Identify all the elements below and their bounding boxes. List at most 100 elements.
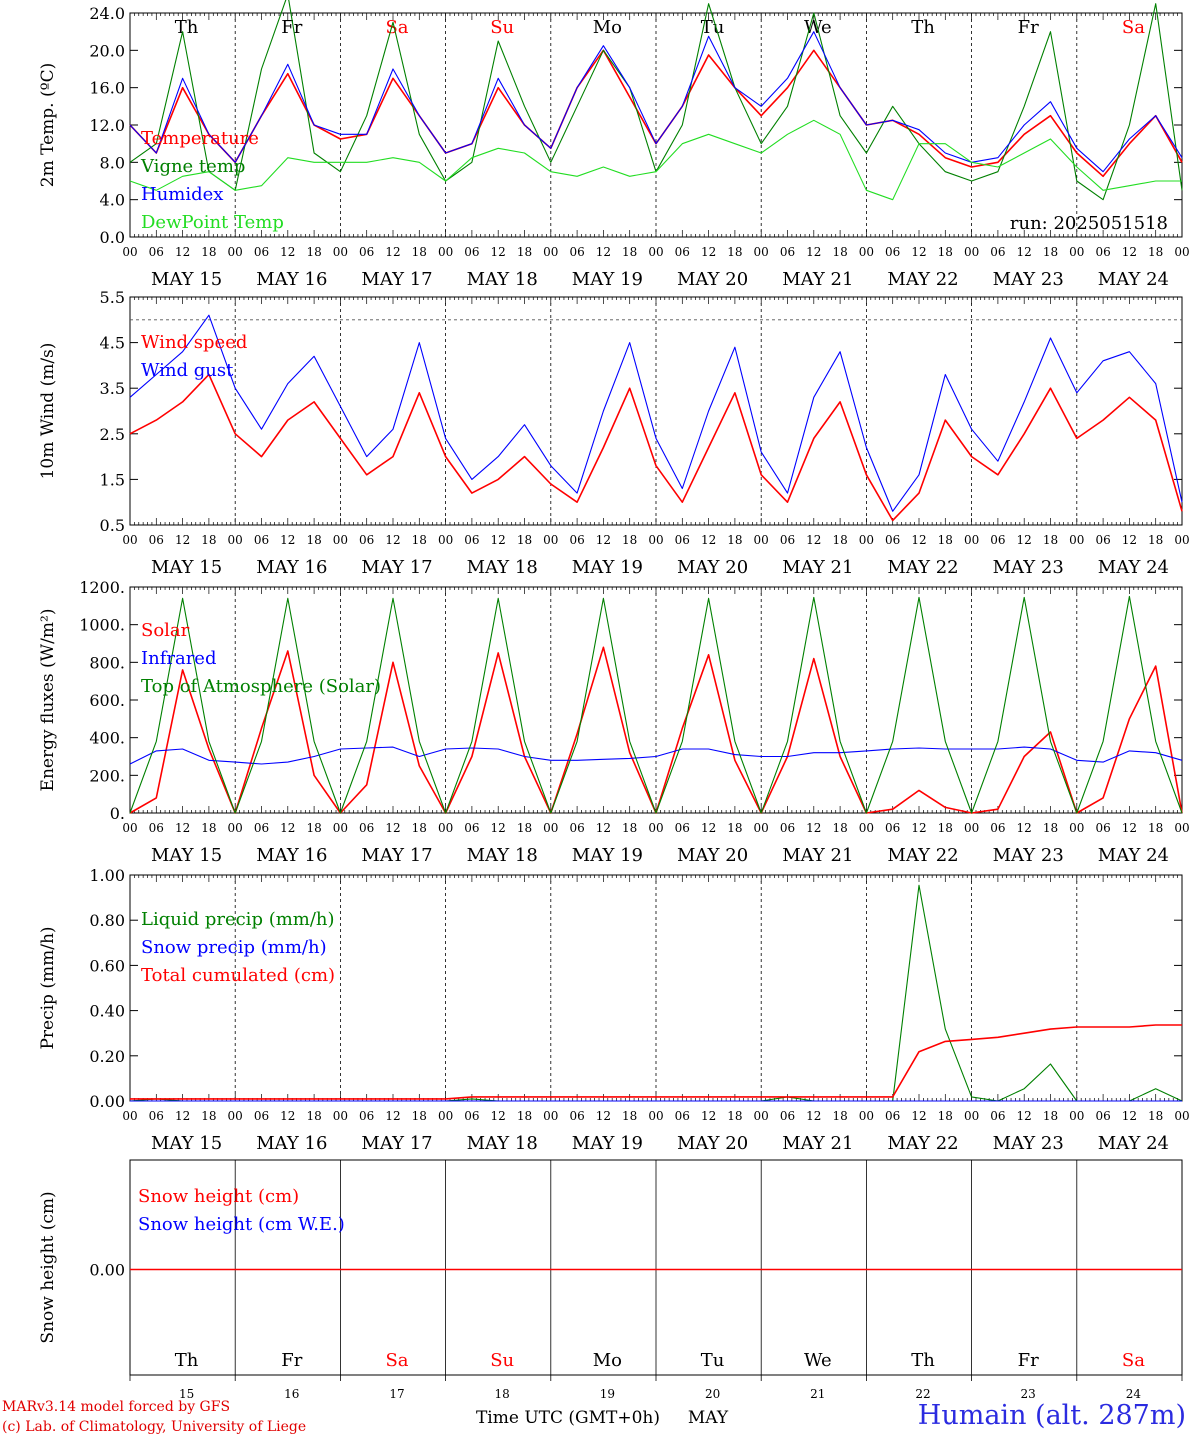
hour-label: 12 xyxy=(1122,245,1137,259)
hour-label: 00 xyxy=(122,1109,137,1123)
date-label: MAY 21 xyxy=(782,845,853,866)
hour-label: 12 xyxy=(1017,533,1032,547)
hour-label: 06 xyxy=(359,533,374,547)
date-label: MAY 20 xyxy=(677,269,748,290)
day-name-label: Sa xyxy=(1122,1350,1145,1371)
hour-label: 18 xyxy=(938,245,953,259)
hour-label: 00 xyxy=(964,1109,979,1123)
hour-label: 12 xyxy=(701,821,716,835)
hour-label: 18 xyxy=(517,245,532,259)
series-line-temperature-3 xyxy=(129,119,1182,201)
y-tick-label: 5.5 xyxy=(100,288,125,307)
lab-credit: (c) Lab. of Climatology, University of L… xyxy=(2,1419,307,1435)
y-tick-label: 0. xyxy=(110,804,125,823)
hour-label: 00 xyxy=(859,245,874,259)
hour-label: 00 xyxy=(333,245,348,259)
day-name-label: We xyxy=(804,1350,832,1371)
y-tick-label: 1200. xyxy=(79,578,125,597)
hour-label: 18 xyxy=(517,1109,532,1123)
date-label: MAY 23 xyxy=(993,1133,1064,1154)
y-axis-label: Snow height (cm) xyxy=(38,1191,58,1343)
day-name-label: Su xyxy=(490,17,514,38)
hour-label: 00 xyxy=(964,821,979,835)
station-label: Humain (alt. 287m) xyxy=(917,1400,1186,1431)
hour-label: 12 xyxy=(806,1109,821,1123)
day-number-label: 22 xyxy=(915,1387,930,1401)
hour-label: 00 xyxy=(543,821,558,835)
hour-label: 12 xyxy=(701,533,716,547)
hour-label: 00 xyxy=(333,821,348,835)
hour-label: 06 xyxy=(569,1109,584,1123)
hour-label: 18 xyxy=(938,821,953,835)
hour-label: 00 xyxy=(543,245,558,259)
hour-label: 12 xyxy=(911,245,926,259)
y-tick-label: 1.00 xyxy=(89,866,125,885)
y-tick-label: 400. xyxy=(89,729,125,748)
hour-label: 06 xyxy=(780,1109,795,1123)
hour-label: 12 xyxy=(806,245,821,259)
date-label: MAY 18 xyxy=(467,1133,538,1154)
date-label: MAY 24 xyxy=(1098,1133,1169,1154)
date-label: MAY 19 xyxy=(572,1133,643,1154)
hour-label: 12 xyxy=(385,245,400,259)
hour-label: 12 xyxy=(175,245,190,259)
legend-entry: Total cumulated (cm) xyxy=(141,965,335,986)
hour-label: 18 xyxy=(622,1109,637,1123)
legend-entry: Wind speed xyxy=(141,332,247,353)
hour-label: 06 xyxy=(149,821,164,835)
y-axis-label: 2m Temp. (ºC) xyxy=(38,63,58,188)
hour-label: 18 xyxy=(622,533,637,547)
date-label: MAY 18 xyxy=(467,845,538,866)
hour-label: 06 xyxy=(675,821,690,835)
day-number-label: 18 xyxy=(495,1387,510,1401)
hour-label: 00 xyxy=(333,1109,348,1123)
hour-label: 18 xyxy=(517,821,532,835)
hour-label: 18 xyxy=(306,1109,321,1123)
date-label: MAY 15 xyxy=(151,269,222,290)
hour-label: 18 xyxy=(938,533,953,547)
day-name-label: Th xyxy=(175,17,199,38)
hour-label: 00 xyxy=(228,821,243,835)
hour-label: 06 xyxy=(464,533,479,547)
hour-label: 00 xyxy=(859,1109,874,1123)
hour-label: 00 xyxy=(754,533,769,547)
hour-label: 00 xyxy=(228,245,243,259)
y-tick-label: 12.0 xyxy=(89,116,125,135)
hour-label: 12 xyxy=(491,533,506,547)
time-axis-title: Time UTC (GMT+0h) xyxy=(476,1408,660,1428)
hour-label: 00 xyxy=(438,245,453,259)
hour-label: 12 xyxy=(1017,245,1032,259)
hour-label: 00 xyxy=(754,1109,769,1123)
y-tick-label: 200. xyxy=(89,766,125,785)
y-tick-label: 2.5 xyxy=(100,425,125,444)
hour-label: 00 xyxy=(648,533,663,547)
day-number-label: 17 xyxy=(389,1387,404,1401)
date-label: MAY 23 xyxy=(993,845,1064,866)
y-tick-label: 3.5 xyxy=(100,379,125,398)
hour-label: 06 xyxy=(254,245,269,259)
y-tick-label: 0.80 xyxy=(89,911,125,930)
hour-label: 00 xyxy=(543,533,558,547)
y-tick-label: 0.5 xyxy=(100,516,125,535)
hour-label: 18 xyxy=(306,245,321,259)
day-name-label: Th xyxy=(911,17,935,38)
hour-label: 12 xyxy=(806,533,821,547)
series-line-energy-2 xyxy=(129,595,1183,814)
hour-label: 00 xyxy=(122,245,137,259)
hour-label: 18 xyxy=(1043,821,1058,835)
hour-label: 12 xyxy=(701,245,716,259)
hour-label: 12 xyxy=(701,1109,716,1123)
date-label: MAY 20 xyxy=(677,1133,748,1154)
date-label: MAY 17 xyxy=(361,269,432,290)
legend-entry: Humidex xyxy=(141,184,223,205)
day-name-label: Tu xyxy=(701,17,725,38)
hour-label: 06 xyxy=(569,821,584,835)
hour-label: 00 xyxy=(1069,245,1084,259)
hour-label: 00 xyxy=(648,1109,663,1123)
date-label: MAY 20 xyxy=(677,845,748,866)
hour-label: 00 xyxy=(438,533,453,547)
hour-label: 12 xyxy=(596,245,611,259)
hour-label: 00 xyxy=(1174,245,1189,259)
y-axis-label: Energy fluxes (W/m²) xyxy=(38,609,58,792)
day-name-label: Sa xyxy=(1122,17,1145,38)
